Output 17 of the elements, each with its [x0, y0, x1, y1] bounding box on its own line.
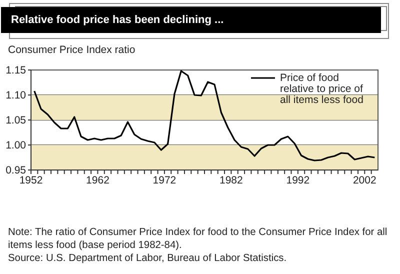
x-tick-label: 1952 — [19, 174, 43, 186]
x-tick-label: 1962 — [86, 174, 110, 186]
line-series — [34, 70, 376, 162]
y-tick-label: 1.15 — [6, 64, 26, 77]
chart-title: Relative food price has been declining ... — [1, 7, 381, 33]
x-tick-label: 1992 — [286, 174, 310, 186]
x-tick-label: 2002 — [352, 174, 376, 186]
x-tick-label: 1972 — [152, 174, 176, 186]
legend-label: Price of food relative to price of all items less food — [280, 72, 364, 106]
x-tick-label: 1982 — [220, 174, 244, 186]
y-axis-title: Consumer Price Index ratio — [8, 44, 136, 56]
y-tick-label: 1.00 — [6, 140, 26, 152]
y-tick-label: 1.10 — [6, 90, 26, 102]
y-tick-label: 1.05 — [6, 114, 26, 127]
source-note: Source: U.S. Department of Labor, Bureau of Labor Statistics. — [8, 253, 288, 266]
y-tick-label: 0.95 — [6, 164, 26, 177]
text: Note: The ratio of Consumer Price Index for food to the Consumer Price Index for all items less food (base period 1982-84). — [8, 227, 388, 252]
